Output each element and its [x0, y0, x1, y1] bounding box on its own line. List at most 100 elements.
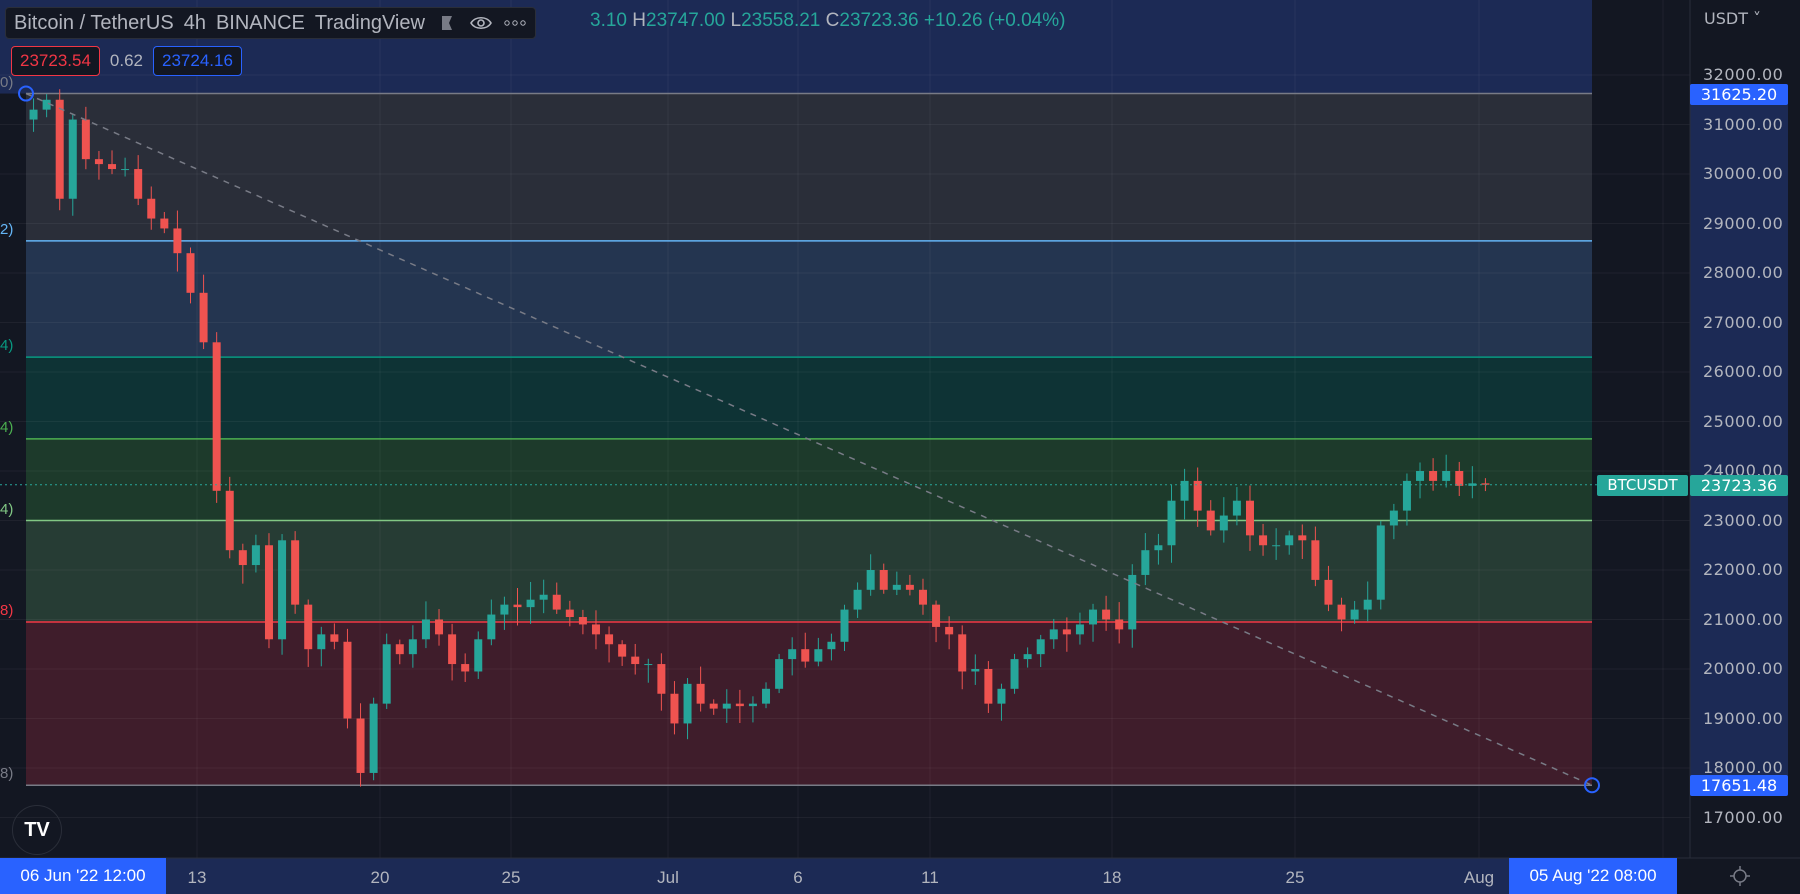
time-tick-label: Aug: [1463, 868, 1495, 887]
trend-handle-start: [18, 85, 34, 102]
candle-body: [1468, 483, 1477, 486]
candle-body: [552, 594, 561, 610]
price-tick-label: 19000.00: [1703, 708, 1784, 728]
candle-body: [513, 604, 522, 608]
time-tick-label: 25: [1285, 868, 1305, 887]
fib-level-label: 8): [0, 765, 14, 783]
price-tick-label: 18000.00: [1703, 758, 1784, 777]
symbol-name: Bitcoin / TetherUS: [14, 11, 174, 34]
low-value: 23558.21: [741, 10, 821, 31]
candle-body: [55, 99, 64, 199]
candle-body: [238, 550, 247, 566]
currency-label: USDT: [1704, 9, 1748, 28]
candle-body: [997, 688, 1006, 704]
interval: 4h: [183, 11, 206, 34]
tradingview-logo[interactable]: TV: [12, 805, 62, 855]
price-tick-label: 32000.00: [1703, 65, 1784, 84]
candle-body: [775, 659, 784, 689]
candle-body: [879, 570, 888, 590]
candle-body: [1193, 480, 1202, 511]
candle-body: [304, 604, 313, 650]
candle-body: [1089, 609, 1098, 625]
candle-body: [1416, 471, 1425, 481]
candle-body: [395, 644, 404, 655]
candle-body: [905, 584, 914, 590]
candle-body: [892, 584, 901, 590]
time-tick-label: 13: [187, 868, 207, 887]
candle-body: [578, 617, 587, 625]
sell-button[interactable]: 23723.54: [11, 46, 100, 76]
range-high-tag: 31625.20: [1690, 83, 1788, 105]
ohlc-values: 3.10 H23747.00 L23558.21 C23723.36 +10.2…: [590, 10, 1065, 32]
candle-body: [1402, 480, 1411, 511]
fib-zone-fill: [26, 438, 1592, 521]
time-axis-range-highlight: [26, 858, 1592, 894]
candle-body: [984, 669, 993, 704]
candle-body: [748, 703, 757, 707]
candle-body: [1141, 550, 1150, 575]
candle-body: [1232, 500, 1241, 516]
candle-body: [1272, 545, 1281, 547]
candle-body: [735, 703, 744, 707]
price-tick-label: 28000.00: [1703, 263, 1784, 282]
candle-body: [591, 624, 600, 635]
eye-icon[interactable]: [469, 11, 493, 35]
price-tick-label: 17000.00: [1703, 807, 1784, 827]
price-tick-label: 27000.00: [1703, 312, 1784, 332]
fib-zone-fill: [26, 93, 1592, 241]
candle-body: [539, 594, 548, 600]
candle-body: [369, 703, 378, 773]
candle-body: [147, 198, 156, 219]
candle-body: [1128, 574, 1137, 630]
symbol-legend[interactable]: Bitcoin / TetherUS 4h BINANCE TradingVie…: [5, 7, 536, 39]
trend-line: [25, 92, 1593, 786]
candle-body: [788, 649, 797, 660]
fib-level-label: 4): [0, 500, 14, 518]
candle-body: [1259, 535, 1268, 546]
candle-body: [1049, 629, 1058, 640]
candle-body: [317, 634, 326, 650]
candle-body: [1023, 654, 1032, 660]
candle-body: [670, 693, 679, 724]
time-tick-label: 11: [921, 868, 939, 887]
close-key: C: [825, 10, 840, 31]
data-source: TradingView: [314, 11, 425, 34]
flag-icon[interactable]: [435, 11, 459, 35]
high-key: H: [632, 10, 646, 31]
candle-body: [1062, 629, 1071, 635]
price-tick-label: 23000.00: [1703, 510, 1784, 530]
candle-body: [500, 604, 509, 615]
candle-body: [814, 649, 823, 662]
symbol-price-tag: BTCUSDT: [1597, 474, 1688, 496]
candle-body: [42, 99, 51, 110]
candle-body: [134, 169, 143, 199]
candle-body: [212, 342, 221, 491]
time-tick-label: 6: [793, 868, 803, 887]
candle-body: [1206, 510, 1215, 531]
price-tick-label: 29000.00: [1703, 213, 1784, 233]
candle-body: [605, 634, 614, 645]
more-icon[interactable]: [503, 11, 527, 35]
candle-body: [251, 545, 260, 566]
fib-level-label: 4): [0, 418, 14, 436]
currency-dropdown[interactable]: USDT ˅: [1704, 9, 1762, 28]
fib-level-label: 0): [0, 73, 14, 91]
candle-body: [696, 683, 705, 704]
close-value: 23723.36: [839, 10, 919, 31]
candle-body: [1363, 599, 1372, 610]
candle-body: [762, 688, 771, 704]
last-price-tag: 23723.36: [1690, 474, 1788, 496]
price-tick-label: 31000.00: [1703, 114, 1784, 134]
candle-body: [1442, 471, 1451, 481]
candle-body: [1167, 500, 1176, 546]
candle-body: [1455, 471, 1464, 486]
price-tick-label: 25000.00: [1703, 411, 1784, 431]
candle-body: [1285, 535, 1294, 546]
time-tick-label: 25: [501, 868, 521, 887]
candle-body: [644, 664, 653, 666]
gear-icon[interactable]: [1728, 864, 1752, 888]
price-tick-label: 21000.00: [1703, 609, 1784, 629]
buy-button[interactable]: 23724.16: [153, 46, 242, 76]
candle-body: [108, 164, 117, 170]
